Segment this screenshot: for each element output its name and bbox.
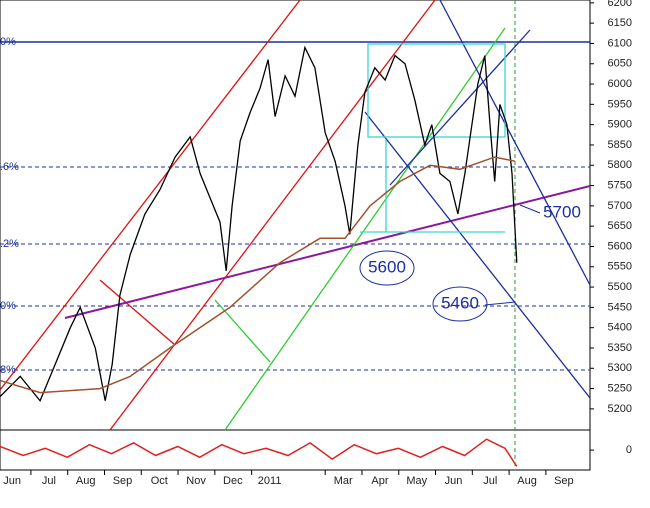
- trend-lines: [0, 0, 591, 431]
- plot-frame: [0, 0, 591, 471]
- ellipse: [359, 250, 415, 286]
- y-tick-label: 5750: [608, 179, 632, 191]
- annotation: 5700: [543, 202, 581, 221]
- fib-label: .2%: [0, 238, 19, 250]
- x-tick-label: Dec: [223, 475, 243, 487]
- trend-line: [224, 27, 506, 431]
- fib-label: .6%: [0, 161, 19, 173]
- trend-line: [364, 111, 591, 399]
- trend-line: [0, 0, 301, 391]
- x-tick-label: Jun: [3, 475, 21, 487]
- trend-line: [109, 0, 436, 431]
- trend-line: [439, 0, 591, 286]
- y2-tick-label: 0: [626, 444, 632, 456]
- x-tick-label: May: [406, 475, 427, 487]
- series-line: [0, 438, 518, 467]
- ellipse: [432, 286, 488, 322]
- y-tick-label: 5650: [608, 220, 632, 232]
- x-tick-label: Jun: [445, 475, 463, 487]
- y-tick-label: 5800: [608, 159, 632, 171]
- x-tick-label: Aug: [517, 475, 537, 487]
- trend-line: [214, 299, 271, 363]
- y-tick-label: 6050: [608, 58, 632, 70]
- y-tick-label: 5500: [608, 281, 632, 293]
- trend-line: [389, 29, 531, 186]
- x-tick-label: Jul: [483, 475, 497, 487]
- y-tick-label: 5300: [608, 362, 632, 374]
- fib-label: 0%: [0, 36, 16, 48]
- x-tick-label: Nov: [186, 475, 206, 487]
- trend-line: [64, 185, 591, 319]
- x-tick-label: Sep: [113, 475, 133, 487]
- x-tick-label: Mar: [334, 475, 353, 487]
- x-tick-label: Jul: [42, 475, 56, 487]
- y-tick-label: 5550: [608, 261, 632, 273]
- series-line: [0, 156, 516, 394]
- y-tick-label: 5400: [608, 322, 632, 334]
- y-tick-label: 5200: [608, 403, 632, 415]
- annotation: 5600: [368, 257, 406, 276]
- annotation: 5460: [441, 293, 479, 312]
- fib-levels: [0, 41, 590, 371]
- fib-label: 8%: [0, 364, 16, 376]
- y-tick-label: 5350: [608, 342, 632, 354]
- y-tick-label: 6150: [608, 17, 632, 29]
- series-line: [0, 45, 518, 403]
- arrow: [484, 301, 516, 306]
- x-tick-label: 2011: [258, 475, 282, 487]
- y-tick-label: 6000: [608, 78, 632, 90]
- y-tick-label: 5700: [608, 200, 632, 212]
- y-tick-label: 6200: [608, 0, 632, 9]
- x-tick-label: Oct: [151, 475, 168, 487]
- y-tick-label: 6100: [608, 37, 632, 49]
- x-tick-label: Sep: [554, 475, 574, 487]
- arrow: [519, 204, 541, 214]
- y-tick-label: 5600: [608, 240, 632, 252]
- fib-label: 0%: [0, 300, 16, 312]
- box: [367, 43, 506, 138]
- y-tick-label: 5250: [608, 382, 632, 394]
- y-tick-label: 5450: [608, 301, 632, 313]
- trend-line: [99, 279, 176, 346]
- y-tick-label: 5900: [608, 119, 632, 131]
- y-tick-label: 5950: [608, 98, 632, 110]
- y-tick-label: 5850: [608, 139, 632, 151]
- x-tick-label: Aug: [76, 475, 96, 487]
- x-tick-label: Apr: [371, 475, 388, 487]
